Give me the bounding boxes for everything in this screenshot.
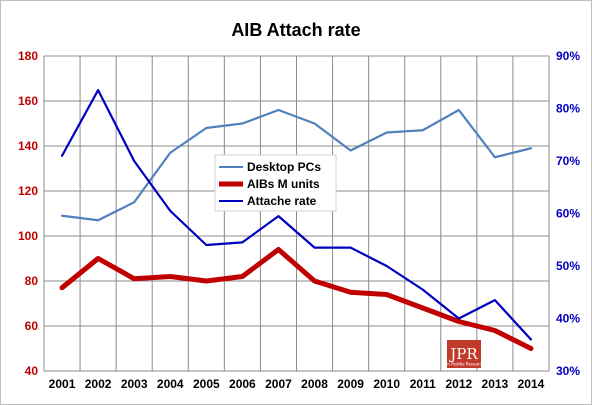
y-right-tick-label: 30% <box>556 364 580 378</box>
data-point-aibs-m-units <box>205 280 208 282</box>
data-point-attache-rate <box>133 160 135 162</box>
x-tick-label: 2011 <box>410 377 436 391</box>
data-point-attache-rate <box>313 246 316 249</box>
x-tick-label: 2002 <box>85 377 112 391</box>
data-point-attache-rate <box>169 210 172 212</box>
data-point-aibs-m-units <box>61 286 63 289</box>
data-point-desktop-pcs <box>494 156 496 159</box>
x-tick-label: 2013 <box>482 377 509 391</box>
legend-label-attache-rate: Attache rate <box>247 194 317 208</box>
y-left-tick-label: 100 <box>18 229 38 243</box>
legend-label-desktop-pcs: Desktop PCs <box>247 160 321 174</box>
data-point-attache-rate <box>97 89 99 91</box>
series-line-attache-rate <box>60 89 533 341</box>
x-tick-label: 2014 <box>518 377 545 391</box>
data-point-aibs-m-units <box>530 347 532 350</box>
y-left-tick-label: 120 <box>18 184 38 198</box>
data-point-desktop-pcs <box>169 151 172 154</box>
data-point-desktop-pcs <box>205 127 208 129</box>
logo-box <box>447 340 481 368</box>
data-point-attache-rate <box>385 265 388 267</box>
y-right-tick-label: 90% <box>556 49 580 63</box>
data-point-aibs-m-units <box>421 307 424 309</box>
data-point-attache-rate <box>458 317 460 320</box>
data-point-attache-rate <box>349 246 352 249</box>
y-left-tick-label: 60 <box>25 319 39 333</box>
y-left-tick-label: 80 <box>25 274 39 288</box>
data-point-attache-rate <box>494 299 496 301</box>
data-point-aibs-m-units <box>169 275 172 278</box>
data-point-aibs-m-units <box>133 277 135 280</box>
x-tick-label: 2005 <box>193 377 220 391</box>
data-point-aibs-m-units <box>458 320 460 323</box>
jpr-logo: JPR Jon Peddie Research <box>443 340 485 368</box>
data-point-desktop-pcs <box>241 122 244 125</box>
y-right-tick-label: 40% <box>556 312 580 326</box>
y-left-tick-label: 160 <box>18 94 38 108</box>
logo-subtext: Jon Peddie Research <box>443 362 485 367</box>
data-point-desktop-pcs <box>61 214 63 217</box>
data-point-desktop-pcs <box>313 122 316 125</box>
y-right-tick-label: 60% <box>556 207 580 221</box>
data-point-aibs-m-units <box>385 293 388 296</box>
chart-title: AIB Attach rate <box>231 20 361 40</box>
y-right-tick-label: 80% <box>556 102 580 116</box>
y-right-tick-label: 70% <box>556 154 580 168</box>
x-tick-label: 2003 <box>121 377 148 391</box>
data-point-desktop-pcs <box>277 109 280 111</box>
series-layer <box>59 89 534 351</box>
grid-layer <box>43 55 550 372</box>
x-tick-label: 2001 <box>49 377 76 391</box>
axis-labels-layer: 40 60 80 100 120 140 160 180 30% 40% 50% 60% 70% 80% 9… <box>18 49 580 391</box>
data-point-desktop-pcs <box>385 131 388 134</box>
data-point-attache-rate <box>421 288 424 291</box>
data-point-desktop-pcs <box>97 219 99 222</box>
data-point-aibs-m-units <box>349 291 352 294</box>
data-point-desktop-pcs <box>349 149 352 152</box>
data-point-attache-rate <box>530 338 532 341</box>
data-point-aibs-m-units <box>494 329 496 332</box>
series-line-aibs-m-units <box>59 247 534 351</box>
data-point-desktop-pcs <box>458 109 460 111</box>
y-left-tick-label: 40 <box>25 364 39 378</box>
data-point-attache-rate <box>241 241 244 244</box>
x-tick-label: 2010 <box>373 377 400 391</box>
logo-text: JPR <box>448 345 478 363</box>
data-point-attache-rate <box>61 154 63 157</box>
x-tick-label: 2008 <box>301 377 328 391</box>
data-point-attache-rate <box>277 215 280 217</box>
data-point-desktop-pcs <box>421 129 424 132</box>
x-tick-label: 2007 <box>265 377 292 391</box>
y-right-tick-label: 50% <box>556 259 580 273</box>
x-tick-label: 2006 <box>229 377 256 391</box>
x-tick-label: 2009 <box>337 377 364 391</box>
data-point-desktop-pcs <box>133 201 135 204</box>
data-point-aibs-m-units <box>313 280 316 282</box>
data-point-desktop-pcs <box>530 147 532 150</box>
series-line-desktop-pcs <box>60 108 533 222</box>
x-tick-label: 2004 <box>157 377 184 391</box>
x-tick-label: 2012 <box>445 377 472 391</box>
legend: Desktop PCs AIBs M units Attache rate <box>214 154 337 212</box>
data-point-attache-rate <box>205 244 208 246</box>
data-point-aibs-m-units <box>277 248 280 251</box>
y-left-tick-label: 180 <box>18 49 38 63</box>
data-point-aibs-m-units <box>241 275 244 278</box>
legend-label-aibs-m-units: AIBs M units <box>247 177 320 191</box>
y-left-tick-label: 140 <box>18 139 38 153</box>
data-point-aibs-m-units <box>97 257 99 260</box>
